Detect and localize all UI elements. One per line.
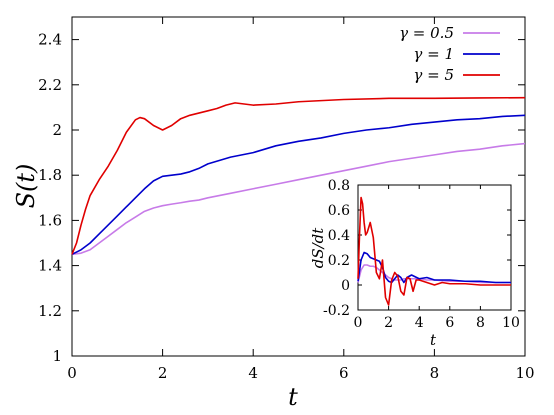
inset-y-tick-label: 0.8	[328, 178, 350, 194]
legend-label: γ = 0.5	[399, 24, 454, 42]
inset-x-tick-label: 0	[354, 315, 363, 331]
main-y-tick-label: 1.6	[38, 211, 62, 229]
inset-series-line-2	[357, 196, 511, 306]
main-axis-ticks: 0 2 4 6 8 10 1 1.2 1.4 1.6 1.8 2 2.2 2.4	[38, 17, 535, 382]
main-series-line-2	[71, 96, 526, 255]
main-series-lines	[71, 96, 526, 256]
inset-x-tick-label: 4	[415, 315, 424, 331]
main-x-tick-label: 10	[515, 364, 534, 382]
inset-x-axis-label: t	[430, 331, 437, 349]
inset-y-axis-label: dS/dt	[309, 227, 327, 269]
main-y-tick-label: 2.2	[38, 76, 62, 94]
main-series-line-0	[71, 142, 526, 256]
main-y-tick-label: 1.2	[38, 302, 62, 320]
main-x-tick-label: 2	[158, 364, 168, 382]
inset-y-tick-label: 0	[341, 278, 350, 294]
inset-x-tick-label: 10	[502, 315, 520, 331]
main-x-tick-label: 0	[67, 364, 77, 382]
legend: γ = 0.5 γ = 1 γ = 5	[399, 24, 500, 84]
inset-series-line-1	[357, 251, 511, 284]
inset-plot-frame	[357, 184, 512, 311]
main-x-tick-label: 4	[248, 364, 258, 382]
main-plot-frame	[71, 16, 526, 357]
main-y-tick-label: 1	[52, 347, 62, 365]
inset-y-tick-label: 0.6	[328, 203, 350, 219]
main-x-tick-label: 8	[430, 364, 440, 382]
inset-x-tick-label: 6	[445, 315, 454, 331]
inset-y-tick-label: -0.2	[323, 303, 350, 319]
main-x-tick-label: 6	[339, 364, 349, 382]
inset-y-tick-label: 0.2	[328, 253, 350, 269]
main-y-tick-label: 1.8	[38, 166, 62, 184]
main-series-line-1	[71, 114, 526, 256]
main-y-tick-label: 1.4	[38, 257, 62, 275]
inset-x-tick-label: 2	[384, 315, 393, 331]
main-y-tick-label: 2.4	[38, 31, 62, 49]
legend-label: γ = 5	[413, 66, 454, 84]
inset-axis-ticks: 0 2 4 6 8 10-0.200.20.40.60.8	[323, 178, 520, 331]
main-y-axis-label: S(t)	[12, 164, 40, 209]
inset-x-tick-label: 8	[476, 315, 485, 331]
inset-series-lines	[357, 196, 511, 306]
main-x-axis-label: t	[288, 383, 298, 411]
main-y-tick-label: 2	[52, 121, 62, 139]
inset-y-tick-label: 0.4	[328, 228, 350, 244]
legend-label: γ = 1	[413, 45, 454, 63]
